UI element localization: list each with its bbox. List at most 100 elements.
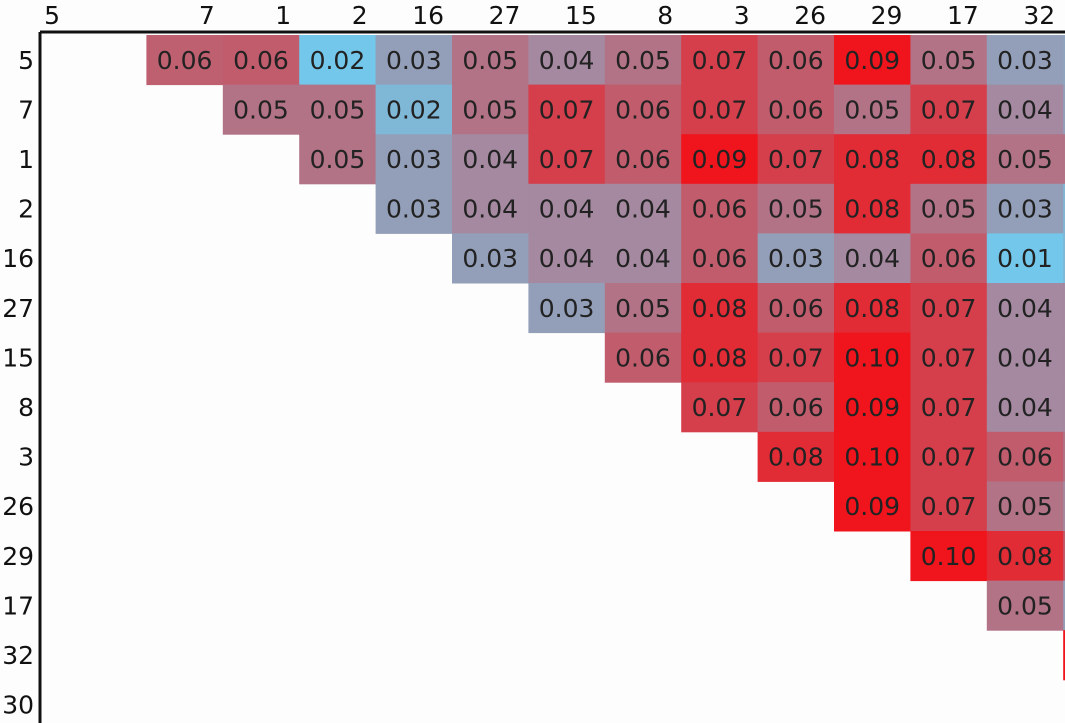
heatmap-cell bbox=[681, 183, 759, 234]
row-label: 5 bbox=[18, 46, 34, 75]
heatmap-cell bbox=[681, 134, 759, 185]
heatmap-cell bbox=[1063, 531, 1065, 582]
heatmap-cell bbox=[986, 580, 1064, 631]
cell-value-label: 0.07 bbox=[692, 46, 748, 75]
cell-value-label: 0.06 bbox=[692, 195, 748, 224]
cell-value-label: 0.09 bbox=[844, 492, 900, 521]
heatmap-cell bbox=[1063, 630, 1065, 681]
cell-value-label: 0.07 bbox=[539, 95, 595, 124]
heatmap-cell bbox=[834, 431, 911, 482]
heatmap-cell bbox=[986, 84, 1064, 135]
cell-value-label: 0.04 bbox=[844, 244, 900, 273]
heatmap-cell bbox=[604, 233, 682, 284]
cell-value-label: 0.08 bbox=[921, 145, 977, 174]
heatmap-cell bbox=[986, 431, 1064, 482]
row-label: 15 bbox=[2, 343, 34, 372]
heatmap-cell bbox=[604, 183, 682, 234]
cell-value-label: 0.04 bbox=[462, 145, 518, 174]
heatmap-cell bbox=[452, 183, 529, 234]
heatmap-cell bbox=[604, 84, 682, 135]
cell-value-label: 0.05 bbox=[921, 195, 977, 224]
cell-value-label: 0.06 bbox=[615, 343, 671, 372]
cell-value-label: 0.06 bbox=[157, 46, 213, 75]
heatmap-cell bbox=[1063, 283, 1065, 334]
cell-value-label: 0.02 bbox=[386, 95, 442, 124]
heatmap-cell bbox=[986, 481, 1064, 532]
heatmap-cell bbox=[681, 233, 759, 284]
cell-value-label: 0.04 bbox=[539, 46, 595, 75]
heatmap-cell bbox=[834, 283, 911, 334]
cell-value-label: 0.06 bbox=[768, 294, 824, 323]
heatmap-cell bbox=[834, 84, 911, 135]
heatmap-cell bbox=[681, 84, 759, 135]
heatmap-cell bbox=[986, 332, 1064, 383]
cell-value-label: 0.07 bbox=[921, 294, 977, 323]
cell-value-label: 0.10 bbox=[921, 542, 977, 571]
heatmap-cell bbox=[757, 283, 835, 334]
heatmap-cell bbox=[375, 35, 453, 86]
row-label: 32 bbox=[2, 641, 34, 670]
heatmap-cell bbox=[299, 134, 377, 185]
cell-value-label: 0.10 bbox=[844, 343, 900, 372]
heatmap-cell bbox=[1063, 382, 1065, 433]
heatmap-cell bbox=[452, 84, 529, 135]
cell-value-label: 0.07 bbox=[539, 145, 595, 174]
cell-value-label: 0.08 bbox=[768, 443, 824, 472]
cell-value-label: 0.03 bbox=[997, 46, 1053, 75]
heatmap-cell bbox=[986, 283, 1064, 334]
heatmap-cell bbox=[910, 332, 988, 383]
cell-value-label: 0.05 bbox=[310, 145, 366, 174]
heatmap-cell bbox=[146, 35, 224, 86]
heatmap-cell bbox=[299, 35, 377, 86]
row-label: 30 bbox=[2, 691, 34, 720]
cell-value-label: 0.03 bbox=[539, 294, 595, 323]
cell-value-label: 0.08 bbox=[997, 542, 1053, 571]
cell-value-label: 0.08 bbox=[844, 145, 900, 174]
cell-value-label: 0.05 bbox=[921, 46, 977, 75]
column-label: 1 bbox=[275, 1, 291, 30]
heatmap-cell bbox=[986, 183, 1064, 234]
cell-value-label: 0.09 bbox=[844, 393, 900, 422]
cell-value-label: 0.06 bbox=[615, 145, 671, 174]
heatmap-cell bbox=[910, 382, 988, 433]
heatmap-cells: 0.06 0.06 0.02 0.03 0.05 0.04 0.05 0.07 0.06 0.09… bbox=[146, 35, 1065, 681]
row-label: 26 bbox=[2, 492, 34, 521]
cell-value-label: 0.03 bbox=[386, 145, 442, 174]
heatmap-cell bbox=[299, 84, 377, 135]
heatmap-cell bbox=[604, 134, 682, 185]
column-label: 5 bbox=[44, 1, 60, 30]
cell-value-label: 0.05 bbox=[462, 95, 518, 124]
heatmap-cell bbox=[986, 233, 1064, 284]
row-labels: 5 7 1 2 16 27 15 8 3 26 29 17 32 30 bbox=[2, 46, 34, 720]
heatmap-cell bbox=[528, 233, 606, 284]
heatmap-cell bbox=[910, 84, 988, 135]
cell-value-label: 0.07 bbox=[768, 343, 824, 372]
cell-value-label: 0.07 bbox=[921, 343, 977, 372]
cell-value-label: 0.07 bbox=[921, 393, 977, 422]
cell-value-label: 0.07 bbox=[692, 95, 748, 124]
heatmap-cell bbox=[757, 431, 835, 482]
cell-value-label: 0.04 bbox=[462, 195, 518, 224]
heatmap-cell bbox=[757, 233, 835, 284]
cell-value-label: 0.01 bbox=[997, 244, 1053, 273]
cell-value-label: 0.08 bbox=[844, 294, 900, 323]
cell-value-label: 0.06 bbox=[997, 443, 1053, 472]
heatmap-cell bbox=[757, 35, 835, 86]
heatmap-cell bbox=[375, 134, 453, 185]
cell-value-label: 0.04 bbox=[997, 393, 1053, 422]
heatmap-cell bbox=[681, 35, 759, 86]
row-label: 2 bbox=[18, 195, 34, 224]
heatmap-cell bbox=[528, 35, 606, 86]
cell-value-label: 0.07 bbox=[768, 145, 824, 174]
heatmap-cell bbox=[757, 183, 835, 234]
heatmap-cell bbox=[757, 332, 835, 383]
heatmap-cell bbox=[910, 134, 988, 185]
heatmap-cell bbox=[681, 332, 759, 383]
heatmap-cell bbox=[1063, 84, 1065, 135]
cell-value-label: 0.06 bbox=[921, 244, 977, 273]
cell-value-label: 0.03 bbox=[768, 244, 824, 273]
row-label: 27 bbox=[2, 294, 34, 323]
heatmap-cell bbox=[910, 233, 988, 284]
cell-value-label: 0.06 bbox=[233, 46, 289, 75]
heatmap-cell bbox=[986, 134, 1064, 185]
